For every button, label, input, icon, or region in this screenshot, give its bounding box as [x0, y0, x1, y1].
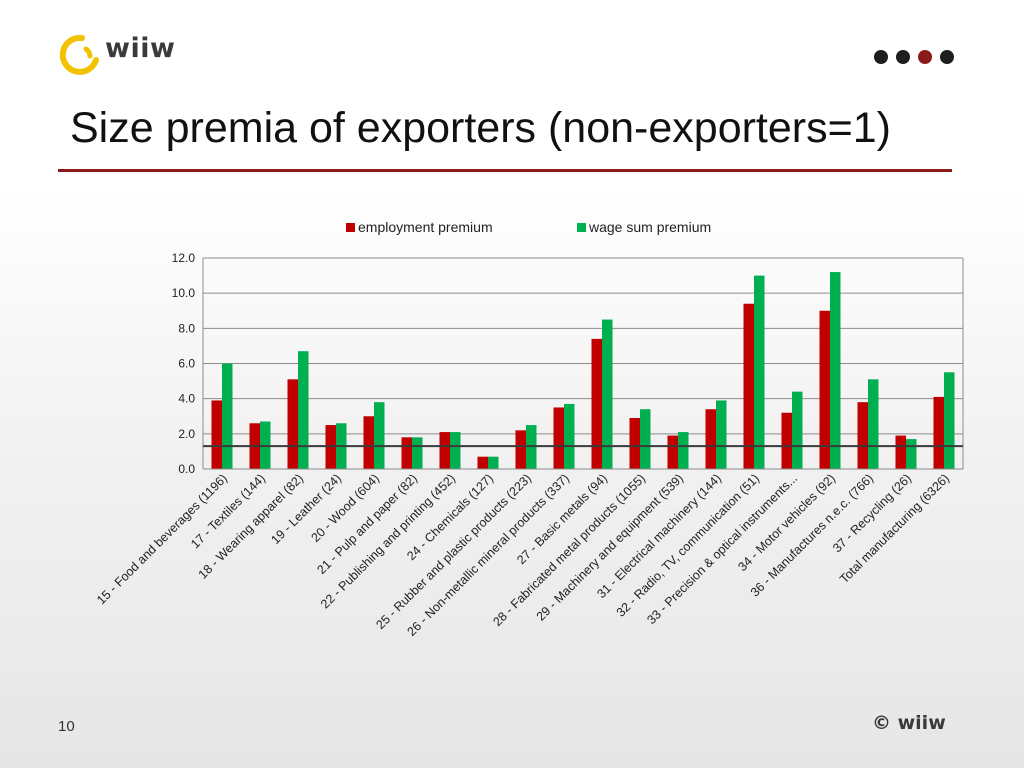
nav-dot-1[interactable] — [874, 50, 888, 64]
bar-employment-12 — [667, 435, 678, 469]
bar-employment-10 — [591, 338, 602, 469]
bar-employment-18 — [895, 435, 906, 469]
bar-employment-15 — [781, 412, 792, 469]
bar-wage-9 — [564, 403, 575, 469]
legend-swatch-0 — [346, 223, 355, 232]
bar-wage-5 — [412, 437, 423, 469]
x-tick-label: 19 - Leather (24) — [268, 471, 344, 547]
bar-wage-19 — [944, 372, 955, 469]
page-number: 10 — [58, 718, 75, 735]
bar-employment-17 — [857, 402, 868, 469]
y-tick-label: 4.0 — [178, 392, 195, 406]
chart-legend: employment premium wage sum premium — [346, 219, 711, 235]
chart-gridlines — [203, 257, 963, 470]
chart-axes — [202, 258, 964, 470]
bar-wage-0 — [222, 363, 233, 469]
nav-dot-3[interactable] — [918, 50, 932, 64]
chart-bars — [211, 272, 955, 469]
y-tick-label: 6.0 — [178, 357, 195, 371]
bar-wage-17 — [868, 379, 879, 469]
copyright-text: © wiiw — [872, 712, 946, 734]
bar-employment-5 — [401, 437, 412, 469]
bar-employment-7 — [477, 456, 488, 469]
page-title: Size premia of exporters (non-exporters=… — [70, 104, 891, 152]
bar-wage-11 — [640, 409, 651, 469]
logo-text: wiiw — [105, 33, 176, 64]
bar-employment-4 — [363, 416, 374, 469]
y-tick-label: 2.0 — [178, 427, 195, 441]
bar-wage-10 — [602, 319, 613, 469]
nav-dot-2[interactable] — [896, 50, 910, 64]
x-tick-label: 20 - Wood (604) — [309, 471, 383, 545]
bar-wage-12 — [678, 432, 689, 469]
nav-dot-4[interactable] — [940, 50, 954, 64]
bar-wage-2 — [298, 351, 309, 469]
bar-employment-2 — [287, 379, 298, 469]
legend-swatch-1 — [577, 223, 586, 232]
bar-employment-19 — [933, 396, 944, 469]
bar-employment-11 — [629, 418, 640, 469]
slide-navigation — [874, 50, 954, 66]
x-tick-label: 32 - Radio, TV, communication (51) — [614, 471, 762, 619]
bar-wage-14 — [754, 275, 765, 469]
legend-label-1: wage sum premium — [588, 219, 711, 235]
bar-employment-13 — [705, 409, 716, 469]
title-divider — [58, 169, 952, 172]
bar-wage-6 — [450, 432, 461, 469]
bar-employment-8 — [515, 430, 526, 469]
bar-employment-0 — [211, 400, 222, 469]
bar-wage-4 — [374, 402, 385, 469]
y-tick-label: 10.0 — [172, 286, 196, 300]
bar-wage-16 — [830, 272, 841, 469]
bar-employment-14 — [743, 303, 754, 469]
y-tick-label: 8.0 — [178, 321, 195, 335]
y-tick-label: 0.0 — [178, 462, 195, 476]
y-tick-label: 12.0 — [172, 251, 196, 265]
bar-employment-6 — [439, 432, 450, 469]
bar-employment-16 — [819, 310, 830, 469]
bar-wage-13 — [716, 400, 727, 469]
bar-wage-18 — [906, 439, 917, 469]
legend-label-0: employment premium — [358, 219, 493, 235]
bar-wage-15 — [792, 391, 803, 469]
bar-employment-9 — [553, 407, 564, 469]
bar-wage-7 — [488, 456, 499, 469]
wiiw-logo-icon — [59, 34, 99, 75]
